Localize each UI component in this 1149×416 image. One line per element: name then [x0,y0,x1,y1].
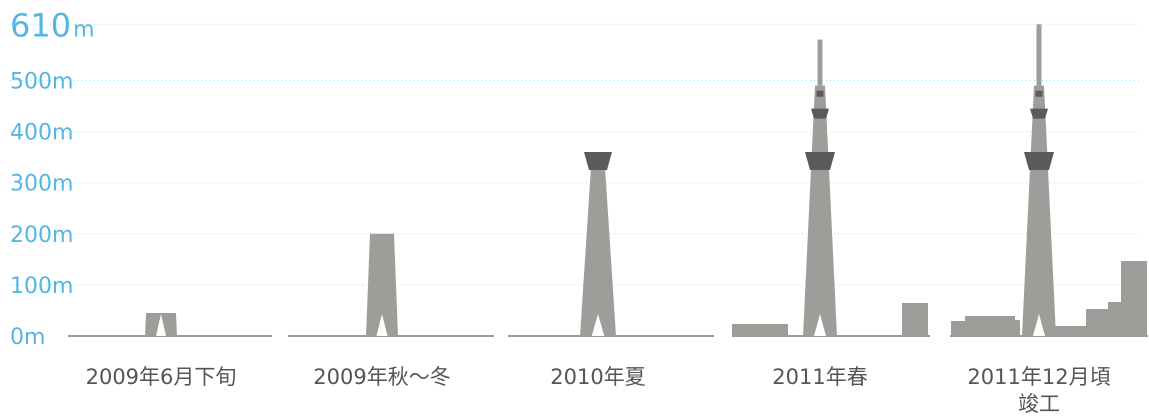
background-building [1108,302,1122,336]
x-tick-label: 2009年6月下旬 [86,365,237,389]
y-tick-label: 300m [10,172,73,197]
background-building [1008,320,1020,336]
y-tick-label: 200m [10,223,73,248]
x-tick-label: 竣工 [1018,392,1060,416]
observation-deck [584,152,612,171]
mast-band [1035,90,1043,97]
background-building [1086,309,1108,336]
x-tick-label: 2010年夏 [550,365,645,389]
y-tick-unit: m [73,17,94,42]
background-building [951,321,965,336]
tower-bar [1022,85,1056,336]
grid-lines [10,23,1140,286]
y-tick-label: 610 [10,6,71,44]
tower-bars [145,24,1056,336]
tower-bar [580,152,616,336]
x-tick-label: 2009年秋〜冬 [313,365,450,389]
observation-deck-upper [1030,108,1048,119]
tower-leg-gap [591,314,605,336]
tower-leg-gap [156,314,166,336]
background-building [902,303,928,336]
y-tick-label: 0m [10,325,45,350]
antenna-mast [817,39,823,86]
observation-deck [1024,152,1054,171]
tower-leg-gap [1033,314,1045,336]
tower-bar [803,85,837,336]
mast-band [816,90,824,97]
background-building [965,316,1015,336]
y-axis-tick-labels: 0m 100m 200m 300m 400m 500m 610 m [10,6,95,350]
x-tick-label: 2011年12月頃 [967,365,1110,389]
background-building [1121,261,1147,336]
y-tick-label: 400m [10,121,73,146]
antenna-mast [1036,24,1042,86]
background-building [732,324,788,336]
background-buildings [732,261,1147,336]
tower-leg-gap [376,314,388,336]
tower-leg-gap [814,314,826,336]
tower-bar [366,233,398,336]
x-tick-label: 2011年春 [772,365,867,389]
observation-deck-upper [811,108,829,119]
y-tick-label: 100m [10,274,73,299]
y-tick-label: 500m [10,70,73,95]
background-building [1050,326,1088,336]
observation-deck [805,152,835,171]
